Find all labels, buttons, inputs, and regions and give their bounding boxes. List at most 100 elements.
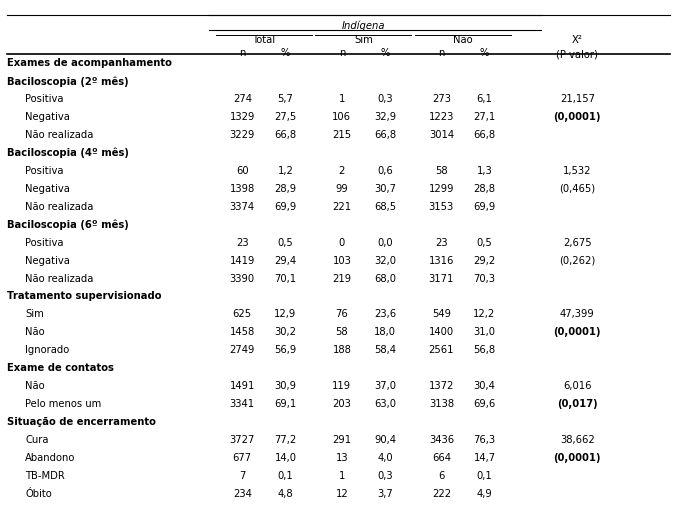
Text: 3374: 3374 <box>230 201 255 211</box>
Text: 4,0: 4,0 <box>377 452 393 462</box>
Text: 1223: 1223 <box>429 112 454 122</box>
Text: 38,662: 38,662 <box>560 434 594 444</box>
Text: 23,6: 23,6 <box>374 309 396 319</box>
Text: 0,1: 0,1 <box>278 470 293 480</box>
Text: 58: 58 <box>435 166 447 175</box>
Text: 188: 188 <box>332 344 351 355</box>
Text: Baciloscopia (6º mês): Baciloscopia (6º mês) <box>7 219 129 230</box>
Text: 549: 549 <box>432 309 451 319</box>
Text: 68,5: 68,5 <box>374 201 396 211</box>
Text: 68,0: 68,0 <box>374 273 396 283</box>
Text: 66,8: 66,8 <box>274 130 297 140</box>
Text: 3138: 3138 <box>429 398 454 409</box>
Text: 106: 106 <box>332 112 351 122</box>
Text: Não: Não <box>453 35 473 45</box>
Text: 1,2: 1,2 <box>278 166 293 175</box>
Text: 0,6: 0,6 <box>377 166 393 175</box>
Text: 29,2: 29,2 <box>473 255 496 265</box>
Text: 222: 222 <box>432 488 451 498</box>
Text: Total: Total <box>253 35 276 45</box>
Text: 1299: 1299 <box>429 183 454 193</box>
Text: 21,157: 21,157 <box>560 94 595 104</box>
Text: 2: 2 <box>338 166 345 175</box>
Text: Óbito: Óbito <box>25 488 52 498</box>
Text: (0,0001): (0,0001) <box>554 112 601 122</box>
Text: 30,2: 30,2 <box>274 327 297 337</box>
Text: 69,9: 69,9 <box>473 201 496 211</box>
Text: 1329: 1329 <box>230 112 255 122</box>
Text: 2749: 2749 <box>230 344 255 355</box>
Text: Não realizada: Não realizada <box>25 273 93 283</box>
Text: Sim: Sim <box>354 35 373 45</box>
Text: 1491: 1491 <box>230 380 255 390</box>
Text: 1400: 1400 <box>429 327 454 337</box>
Text: (0,465): (0,465) <box>559 183 595 193</box>
Text: 29,4: 29,4 <box>274 255 297 265</box>
Text: 58: 58 <box>336 327 348 337</box>
Text: 3229: 3229 <box>230 130 255 140</box>
Text: 4,8: 4,8 <box>278 488 293 498</box>
Text: 0,3: 0,3 <box>377 470 393 480</box>
Text: Negativa: Negativa <box>25 112 70 122</box>
Text: (0,0001): (0,0001) <box>554 327 601 337</box>
Text: 27,1: 27,1 <box>473 112 496 122</box>
Text: 14,0: 14,0 <box>274 452 297 462</box>
Text: 3436: 3436 <box>429 434 454 444</box>
Text: Pelo menos um: Pelo menos um <box>25 398 102 409</box>
Text: 203: 203 <box>332 398 351 409</box>
Text: Abandono: Abandono <box>25 452 76 462</box>
Text: 1: 1 <box>338 94 345 104</box>
Text: 219: 219 <box>332 273 351 283</box>
Text: 31,0: 31,0 <box>473 327 496 337</box>
Text: Não realizada: Não realizada <box>25 130 93 140</box>
Text: 6: 6 <box>438 470 445 480</box>
Text: 47,399: 47,399 <box>560 309 594 319</box>
Text: 103: 103 <box>332 255 351 265</box>
Text: %: % <box>480 48 489 58</box>
Text: 1458: 1458 <box>230 327 255 337</box>
Text: 70,1: 70,1 <box>274 273 297 283</box>
Text: Não realizada: Não realizada <box>25 201 93 211</box>
Text: Exame de contatos: Exame de contatos <box>7 363 114 373</box>
Text: 0,5: 0,5 <box>477 237 492 247</box>
Text: 6,1: 6,1 <box>477 94 492 104</box>
Text: 58,4: 58,4 <box>374 344 396 355</box>
Text: TB-MDR: TB-MDR <box>25 470 65 480</box>
Text: 664: 664 <box>432 452 451 462</box>
Text: 3341: 3341 <box>230 398 255 409</box>
Text: 12,2: 12,2 <box>473 309 496 319</box>
Text: 1: 1 <box>338 470 345 480</box>
Text: 1,3: 1,3 <box>477 166 492 175</box>
Text: 69,6: 69,6 <box>473 398 496 409</box>
Text: 0,3: 0,3 <box>377 94 393 104</box>
Text: 30,9: 30,9 <box>274 380 297 390</box>
Text: 66,8: 66,8 <box>473 130 496 140</box>
Text: (0,0001): (0,0001) <box>554 452 601 462</box>
Text: 119: 119 <box>332 380 351 390</box>
Text: 3,7: 3,7 <box>377 488 393 498</box>
Text: 274: 274 <box>233 94 252 104</box>
Text: 6,016: 6,016 <box>563 380 592 390</box>
Text: (0,262): (0,262) <box>559 255 596 265</box>
Text: 14,7: 14,7 <box>473 452 496 462</box>
Text: 18,0: 18,0 <box>374 327 396 337</box>
Text: %: % <box>380 48 390 58</box>
Text: 0,1: 0,1 <box>477 470 492 480</box>
Text: Indígena: Indígena <box>342 20 385 31</box>
Text: 273: 273 <box>432 94 451 104</box>
Text: 28,8: 28,8 <box>473 183 496 193</box>
Text: 234: 234 <box>233 488 252 498</box>
Text: 0,5: 0,5 <box>278 237 293 247</box>
Text: 12: 12 <box>335 488 348 498</box>
Text: 13: 13 <box>336 452 348 462</box>
Text: 3014: 3014 <box>429 130 454 140</box>
Text: Baciloscopia (4º mês): Baciloscopia (4º mês) <box>7 147 129 158</box>
Text: (0,017): (0,017) <box>557 398 598 409</box>
Text: 76,3: 76,3 <box>473 434 496 444</box>
Text: 60: 60 <box>236 166 248 175</box>
Text: 7: 7 <box>239 470 246 480</box>
Text: 221: 221 <box>332 201 351 211</box>
Text: 27,5: 27,5 <box>274 112 297 122</box>
Text: 215: 215 <box>332 130 351 140</box>
Text: 30,4: 30,4 <box>473 380 496 390</box>
